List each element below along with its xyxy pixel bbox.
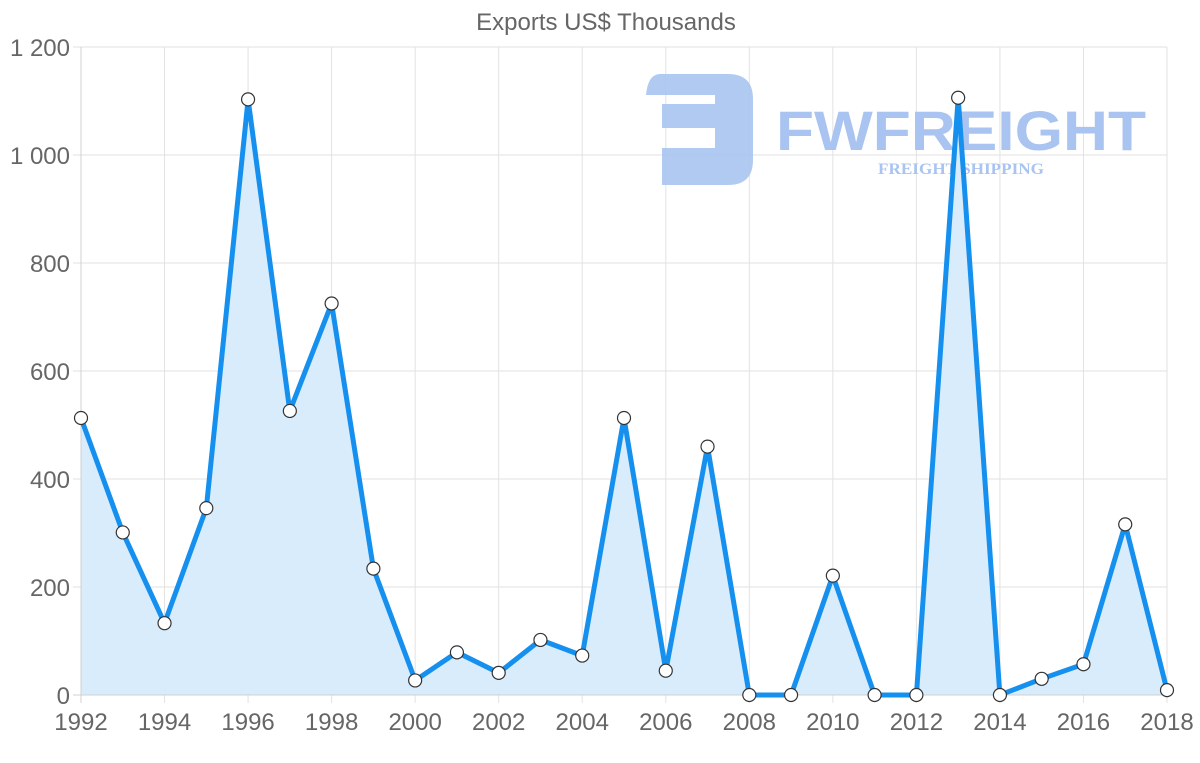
x-axis-labels: 1992 1994 1996 1998 2000 2002 2004 2006 2008 2010… [54, 709, 1193, 736]
data-point-2010[interactable] [825, 568, 840, 583]
x-tick-label: 2008 [723, 709, 776, 736]
x-tick-label: 1994 [138, 709, 191, 736]
data-point-1999[interactable] [366, 561, 381, 576]
data-point-1997[interactable] [282, 403, 297, 419]
x-tick-label: 2000 [388, 709, 441, 736]
x-tick-label: 2018 [1140, 709, 1193, 736]
y-tick-label: 800 [30, 251, 70, 278]
data-point-2012[interactable] [909, 687, 924, 703]
data-point-2002[interactable] [491, 665, 506, 680]
data-point-2006[interactable] [658, 663, 673, 678]
series-area-fill [81, 97, 1167, 696]
data-point-2005[interactable] [616, 410, 632, 426]
data-point-2007[interactable] [700, 439, 715, 454]
x-tick-label: 1996 [221, 709, 274, 736]
data-point-2018[interactable] [1159, 683, 1175, 698]
data-point-1993[interactable] [115, 525, 130, 540]
y-tick-label: 1 000 [10, 143, 70, 170]
watermark-logo: FWFREIGHT FREIGHT SHIPPING [646, 74, 1146, 185]
y-tick-label: 1 200 [10, 35, 70, 62]
x-tick-label: 2006 [639, 709, 692, 736]
x-tick-label: 2004 [556, 709, 609, 736]
x-tick-label: 1992 [54, 709, 107, 736]
data-point-1994[interactable] [157, 616, 172, 631]
y-tick-label: 0 [57, 683, 70, 710]
data-point-1992[interactable] [73, 410, 89, 426]
x-tick-label: 2012 [890, 709, 943, 736]
fwfreight-logo-icon [646, 74, 753, 185]
data-point-2009[interactable] [783, 687, 799, 703]
y-tick-label: 200 [30, 575, 70, 602]
data-point-1998[interactable] [324, 296, 339, 311]
data-points [73, 90, 1175, 703]
y-axis-labels: 0 200 400 600 800 1 000 1 200 [10, 35, 70, 710]
x-tick-label: 2002 [472, 709, 525, 736]
data-point-2004[interactable] [575, 648, 590, 663]
x-tick-label: 2010 [806, 709, 859, 736]
data-point-2017[interactable] [1118, 517, 1133, 532]
x-tick-label: 1998 [305, 709, 358, 736]
data-point-2014[interactable] [992, 687, 1008, 703]
data-point-2011[interactable] [867, 687, 882, 703]
x-tick-label: 2014 [973, 709, 1026, 736]
chart-title: Exports US$ Thousands [476, 9, 736, 36]
axes [73, 47, 1167, 703]
data-point-2000[interactable] [408, 673, 423, 688]
data-point-2016[interactable] [1076, 657, 1091, 672]
data-point-2001[interactable] [449, 645, 465, 660]
data-point-2015[interactable] [1034, 671, 1049, 686]
x-tick-label: 2016 [1057, 709, 1110, 736]
data-point-1996[interactable] [240, 92, 256, 107]
data-point-1995[interactable] [199, 501, 214, 516]
y-tick-label: 400 [30, 467, 70, 494]
data-point-2003[interactable] [533, 632, 548, 648]
data-point-2013[interactable] [951, 90, 966, 105]
y-tick-label: 600 [30, 359, 70, 386]
data-point-2008[interactable] [742, 687, 757, 703]
